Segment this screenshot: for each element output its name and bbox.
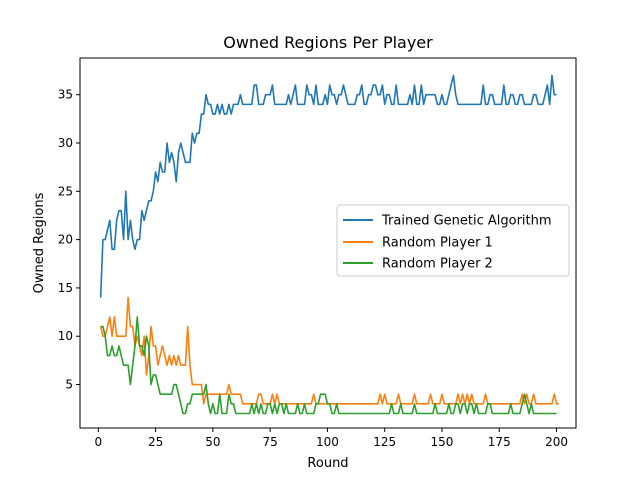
x-axis: 0 25 50 75 100 125 150 175 200	[95, 428, 568, 449]
x-tick-label: 75	[263, 435, 278, 449]
plot-frame	[79, 57, 577, 429]
series-line-random-player-2	[100, 316, 557, 415]
x-tick-label: 0	[95, 435, 103, 449]
y-tick-label: 10	[58, 329, 73, 343]
y-axis-label: Owned Regions	[32, 192, 47, 293]
y-tick-label: 5	[65, 378, 73, 392]
x-tick-label: 25	[148, 435, 163, 449]
x-tick-label: 125	[373, 435, 396, 449]
legend-label-trained-genetic-algorithm: Trained Genetic Algorithm	[381, 214, 552, 229]
x-axis-label: Round	[307, 456, 348, 471]
legend: Trained Genetic Algorithm Random Player …	[336, 204, 570, 277]
y-tick-label: 35	[58, 88, 73, 102]
y-tick-label: 25	[58, 184, 73, 198]
x-tick-label: 150	[431, 435, 454, 449]
x-tick-label: 50	[205, 435, 220, 449]
x-tick-label: 175	[488, 435, 511, 449]
y-tick-label: 30	[58, 136, 73, 150]
legend-label-random-player-1: Random Player 1	[382, 236, 493, 251]
legend-label-random-player-2: Random Player 2	[382, 257, 493, 272]
y-axis: 5 10 15 20 25 30 35	[58, 88, 80, 392]
series-line-trained-genetic-algorithm	[99, 74, 557, 298]
chart-title: Owned Regions Per Player	[223, 33, 433, 52]
x-tick-label: 200	[545, 435, 568, 449]
y-tick-label: 15	[58, 281, 73, 295]
legend-box	[336, 204, 570, 277]
y-tick-label: 20	[58, 233, 73, 247]
x-tick-label: 100	[316, 435, 339, 449]
series-layer	[99, 74, 559, 415]
